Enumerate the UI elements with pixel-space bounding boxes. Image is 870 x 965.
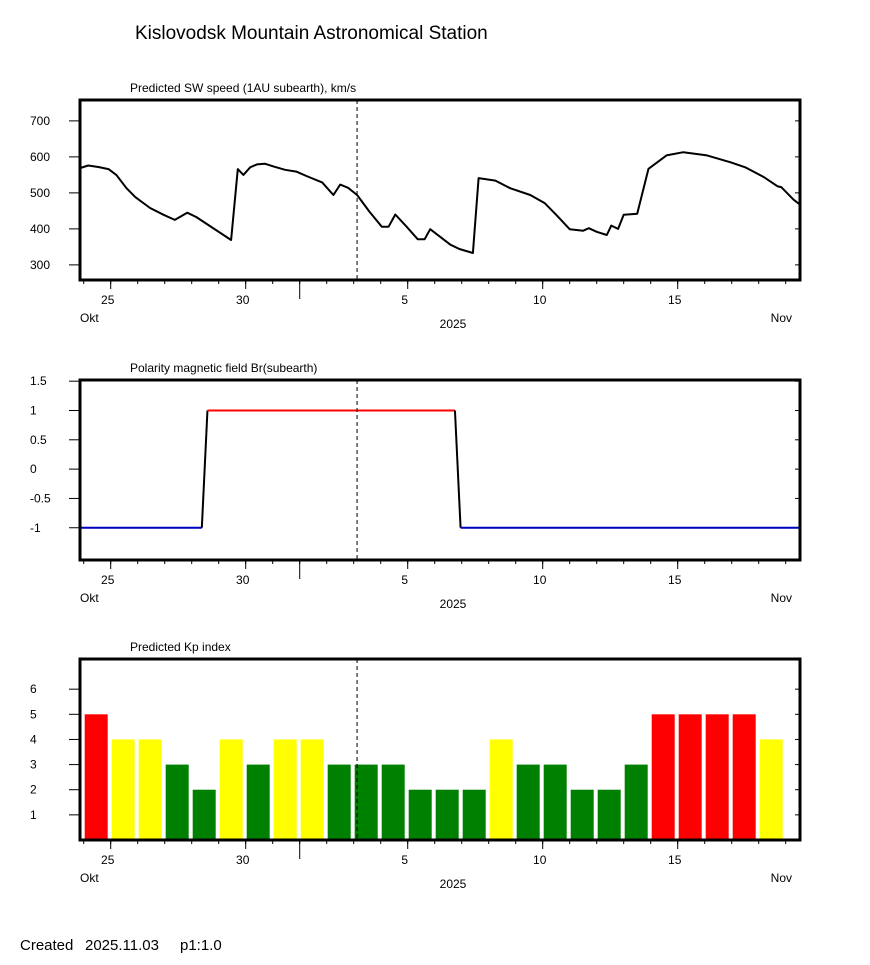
kp-bar — [327, 764, 351, 840]
x-tick-label: 10 — [533, 573, 547, 587]
kp-bar — [624, 764, 648, 840]
y-tick-label: 3 — [30, 758, 37, 772]
polarity-frame — [78, 378, 802, 562]
kp-bar — [759, 739, 783, 840]
sw-speed-frame — [78, 98, 802, 282]
x-tick-label: 15 — [668, 293, 682, 307]
y-tick-label: 0 — [30, 462, 37, 476]
kp-bar — [651, 714, 675, 840]
month-label-left: Okt — [80, 311, 99, 325]
y-tick-label: 400 — [30, 222, 50, 236]
polarity-panel: Polarity magnetic field Br(subearth) -1 -0… — [30, 361, 802, 611]
x-tick-label: 5 — [401, 573, 408, 587]
kp-bar — [84, 714, 108, 840]
x-tick-label: 5 — [401, 293, 408, 307]
y-tick-label: 1.5 — [30, 374, 47, 388]
y-tick-label: 2 — [30, 783, 37, 797]
month-label-right: Nov — [771, 871, 792, 885]
polarity-segment — [453, 410, 462, 528]
kp-bar — [570, 789, 594, 840]
y-tick-label: 5 — [30, 707, 37, 721]
month-label-right: Nov — [771, 591, 792, 605]
y-tick-label: 1 — [30, 403, 37, 417]
polarity-title: Polarity magnetic field Br(subearth) — [130, 361, 317, 375]
kp-bar — [489, 739, 513, 840]
kp-index-panel: Predicted Kp index 1 2 3 4 5 6 25 30 5 10 15 Okt Nov 2… — [30, 640, 802, 891]
y-tick-label: 300 — [30, 258, 50, 272]
x-tick-label: 15 — [668, 573, 682, 587]
y-tick-label: 600 — [30, 150, 50, 164]
kp-bar — [462, 789, 486, 840]
polarity-segment — [200, 410, 209, 528]
month-label-left: Okt — [80, 871, 99, 885]
y-tick-label: -1 — [30, 521, 41, 535]
year-label: 2025 — [440, 877, 467, 891]
y-tick-label: 500 — [30, 186, 50, 200]
kp-bar — [246, 764, 270, 840]
kp-index-frame — [78, 657, 802, 842]
x-tick-label: 25 — [101, 853, 115, 867]
year-label: 2025 — [440, 597, 467, 611]
y-tick-label: 0.5 — [30, 433, 47, 447]
kp-bar — [732, 714, 756, 840]
kp-bar — [111, 739, 135, 840]
kp-bar — [705, 714, 729, 840]
kp-bar — [219, 739, 243, 840]
x-tick-label: 25 — [101, 573, 115, 587]
x-tick-label: 30 — [236, 293, 250, 307]
kp-bar — [678, 714, 702, 840]
kp-bar — [165, 764, 189, 840]
kp-bar — [408, 789, 432, 840]
x-tick-label: 15 — [668, 853, 682, 867]
x-tick-label: 5 — [401, 853, 408, 867]
x-tick-label: 10 — [533, 853, 547, 867]
created-label: Created — [20, 937, 73, 954]
page-version: p1:1.0 — [180, 937, 222, 954]
kp-bar — [192, 789, 216, 840]
kp-bar — [597, 789, 621, 840]
kp-bar — [435, 789, 459, 840]
kp-bar — [543, 764, 567, 840]
y-tick-label: 700 — [30, 114, 50, 128]
y-tick-label: -0.5 — [30, 491, 51, 505]
y-tick-label: 6 — [30, 682, 37, 696]
kp-bar — [354, 764, 378, 840]
kp-bar — [138, 739, 162, 840]
kp-index-title: Predicted Kp index — [130, 640, 231, 654]
kp-bar — [273, 739, 297, 840]
kp-bar — [381, 764, 405, 840]
sw-speed-title: Predicted SW speed (1AU subearth), km/s — [130, 81, 356, 95]
kp-bar — [516, 764, 540, 840]
kp-bar — [300, 739, 324, 840]
page-title: Kislovodsk Mountain Astronomical Station — [135, 23, 488, 44]
month-label-left: Okt — [80, 591, 99, 605]
x-tick-label: 30 — [236, 853, 250, 867]
x-tick-label: 25 — [101, 293, 115, 307]
year-label: 2025 — [440, 317, 467, 331]
x-tick-label: 10 — [533, 293, 547, 307]
created-date: 2025.11.03 — [85, 937, 159, 954]
sw-speed-panel: Predicted SW speed (1AU subearth), km/s 3… — [30, 81, 802, 331]
y-tick-label: 4 — [30, 732, 37, 746]
sw-speed-line — [79, 151, 801, 254]
month-label-right: Nov — [771, 311, 792, 325]
x-tick-label: 30 — [236, 573, 250, 587]
y-tick-label: 1 — [30, 808, 37, 822]
